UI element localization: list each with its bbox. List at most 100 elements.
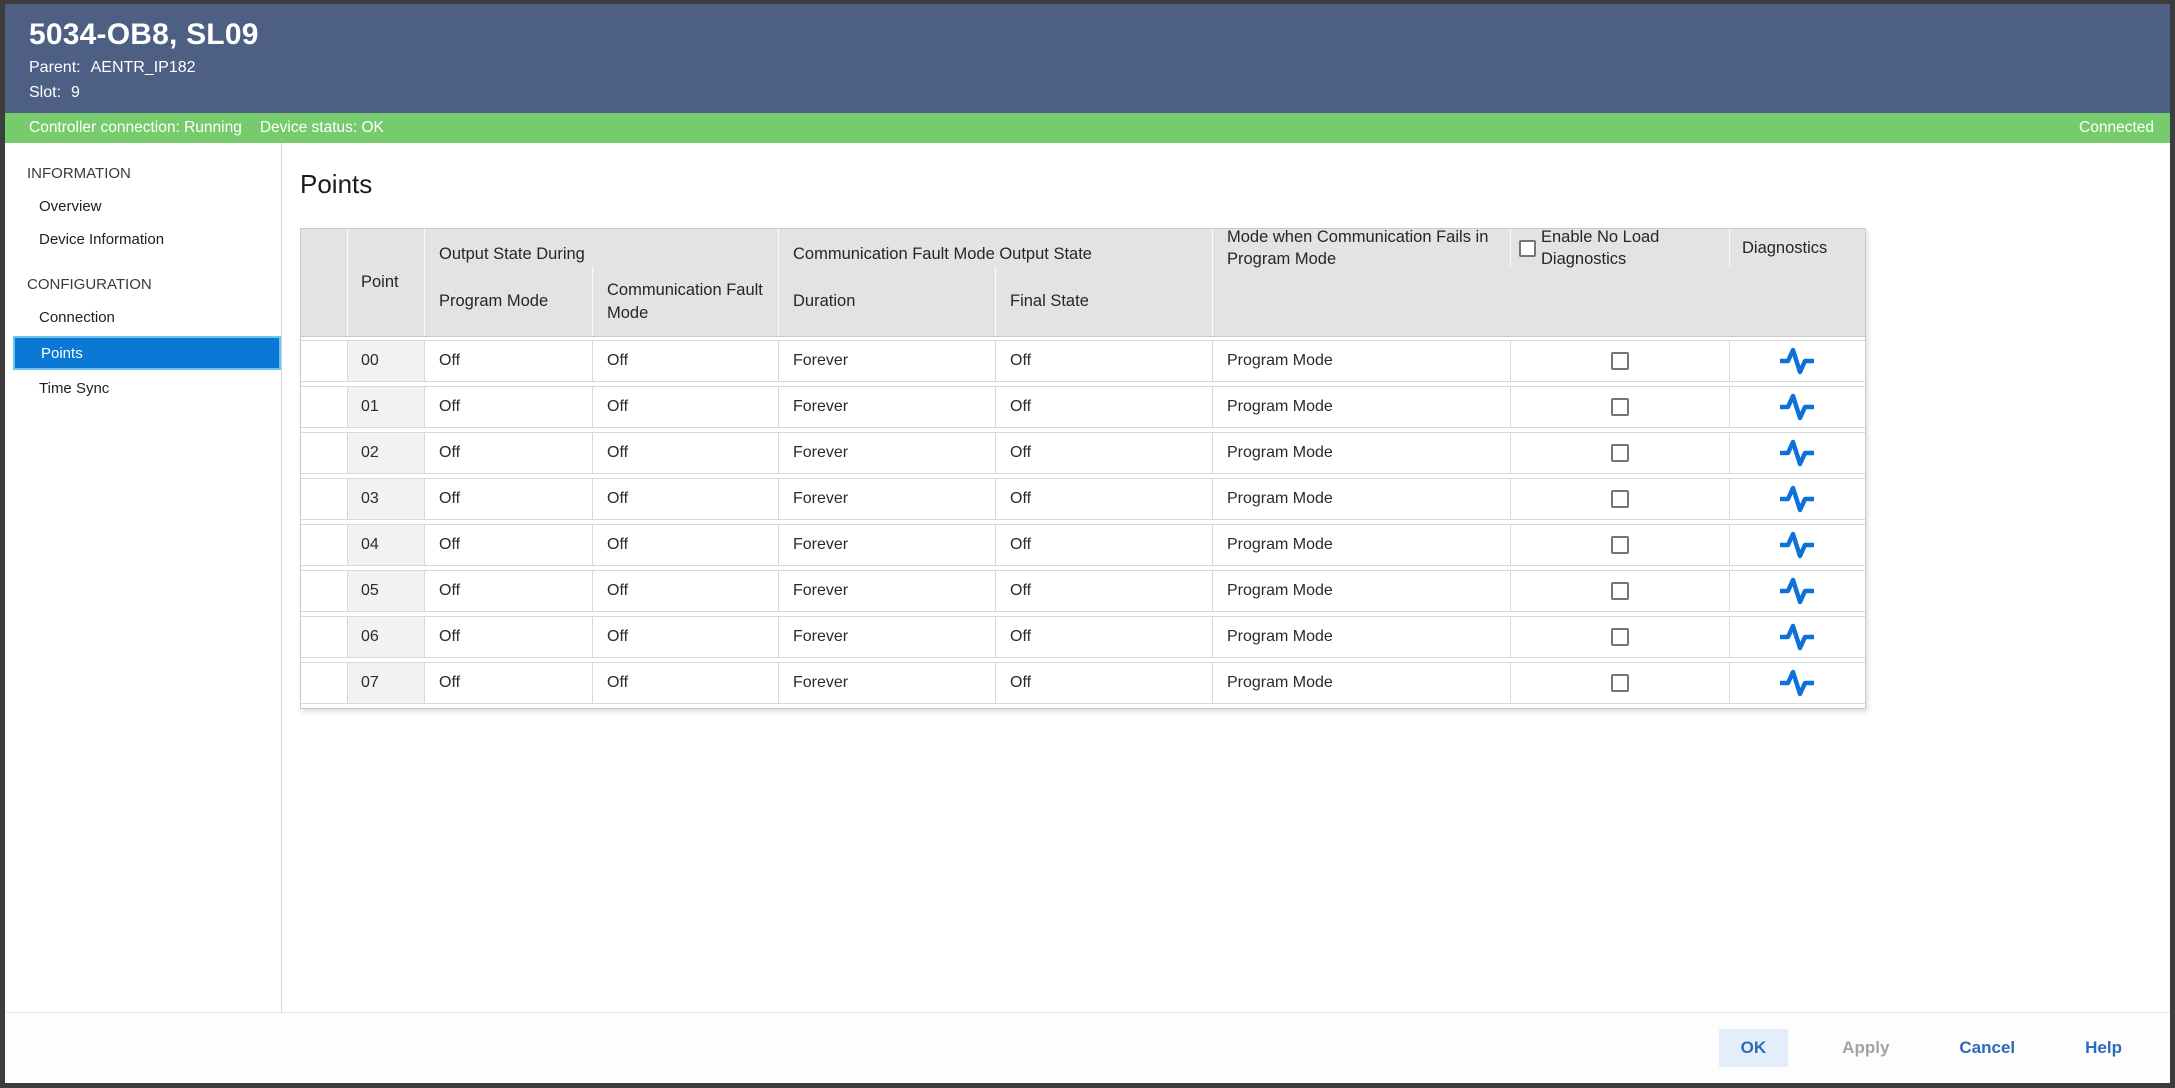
final-state-cell[interactable]: Off bbox=[996, 571, 1213, 611]
column-header-enable-no-load: Enable No Load Diagnostics bbox=[1511, 228, 1730, 268]
duration-cell[interactable]: Forever bbox=[779, 617, 996, 657]
no-load-checkbox[interactable] bbox=[1611, 536, 1629, 554]
final-state-cell[interactable]: Off bbox=[996, 341, 1213, 381]
table-row: 03 Off Off Forever Off Program Mode bbox=[301, 478, 1865, 520]
mode-when-comm-fails-cell[interactable]: Program Mode bbox=[1213, 663, 1511, 703]
slot-label: Slot: bbox=[29, 84, 62, 101]
mode-when-comm-fails-cell[interactable]: Program Mode bbox=[1213, 479, 1511, 519]
section-label-information: INFORMATION bbox=[27, 165, 131, 182]
point-cell: 01 bbox=[348, 387, 425, 427]
enable-no-load-all-checkbox[interactable] bbox=[1519, 239, 1536, 257]
table-row: 00 Off Off Forever Off Program Mode bbox=[301, 340, 1865, 382]
row-selector-cell[interactable] bbox=[301, 341, 348, 381]
point-cell: 02 bbox=[348, 433, 425, 473]
points-table-body: 00 Off Off Forever Off Program Mode 01 O… bbox=[301, 337, 1865, 708]
diagnostics-pulse-icon[interactable] bbox=[1778, 669, 1816, 697]
row-selector-cell[interactable] bbox=[301, 525, 348, 565]
no-load-checkbox[interactable] bbox=[1611, 352, 1629, 370]
final-state-cell[interactable]: Off bbox=[996, 433, 1213, 473]
device-status: Device status: OK bbox=[259, 119, 384, 136]
program-mode-cell[interactable]: Off bbox=[425, 387, 593, 427]
final-state-cell[interactable]: Off bbox=[996, 617, 1213, 657]
sidebar-section-configuration: CONFIGURATION Connection Points Time Syn… bbox=[5, 268, 281, 405]
comm-fault-mode-cell[interactable]: Off bbox=[593, 617, 779, 657]
row-selector-cell[interactable] bbox=[301, 387, 348, 427]
parent-value: AENTR_IP182 bbox=[90, 59, 196, 76]
comm-fault-mode-cell[interactable]: Off bbox=[593, 433, 779, 473]
diagnostics-pulse-icon[interactable] bbox=[1778, 623, 1816, 651]
no-load-checkbox[interactable] bbox=[1611, 444, 1629, 462]
duration-cell[interactable]: Forever bbox=[779, 571, 996, 611]
enable-no-load-cell bbox=[1511, 479, 1730, 519]
row-selector-cell[interactable] bbox=[301, 433, 348, 473]
duration-cell[interactable]: Forever bbox=[779, 663, 996, 703]
duration-cell[interactable]: Forever bbox=[779, 387, 996, 427]
no-load-checkbox[interactable] bbox=[1611, 582, 1629, 600]
enable-no-load-cell bbox=[1511, 617, 1730, 657]
no-load-checkbox[interactable] bbox=[1611, 398, 1629, 416]
ok-button[interactable]: OK bbox=[1718, 1029, 1789, 1067]
no-load-checkbox[interactable] bbox=[1611, 490, 1629, 508]
program-mode-cell[interactable]: Off bbox=[425, 571, 593, 611]
comm-fault-mode-cell[interactable]: Off bbox=[593, 525, 779, 565]
program-mode-cell[interactable]: Off bbox=[425, 663, 593, 703]
status-bar: Controller connection: Running Device st… bbox=[5, 113, 2170, 143]
no-load-checkbox[interactable] bbox=[1611, 674, 1629, 692]
duration-cell[interactable]: Forever bbox=[779, 341, 996, 381]
comm-fault-mode-cell[interactable]: Off bbox=[593, 571, 779, 611]
diagnostics-cell bbox=[1730, 479, 1863, 519]
mode-when-comm-fails-cell[interactable]: Program Mode bbox=[1213, 525, 1511, 565]
sidebar-item-points[interactable]: Points bbox=[13, 336, 281, 370]
final-state-cell[interactable]: Off bbox=[996, 525, 1213, 565]
comm-fault-mode-cell[interactable]: Off bbox=[593, 479, 779, 519]
diagnostics-pulse-icon[interactable] bbox=[1778, 439, 1816, 467]
group-header-comm-fault-output-state: Communication Fault Mode Output State bbox=[779, 229, 1213, 267]
connection-state: Connected bbox=[2079, 119, 2154, 136]
row-selector-cell[interactable] bbox=[301, 663, 348, 703]
diagnostics-cell bbox=[1730, 341, 1863, 381]
column-header-mode-when-comm-fails: Mode when Communication Fails in Program… bbox=[1213, 228, 1511, 268]
comm-fault-mode-cell[interactable]: Off bbox=[593, 341, 779, 381]
mode-when-comm-fails-cell[interactable]: Program Mode bbox=[1213, 571, 1511, 611]
row-selector-cell[interactable] bbox=[301, 479, 348, 519]
mode-when-comm-fails-cell[interactable]: Program Mode bbox=[1213, 387, 1511, 427]
mode-when-comm-fails-cell[interactable]: Program Mode bbox=[1213, 433, 1511, 473]
diagnostics-pulse-icon[interactable] bbox=[1778, 347, 1816, 375]
row-selector-cell[interactable] bbox=[301, 571, 348, 611]
diagnostics-pulse-icon[interactable] bbox=[1778, 393, 1816, 421]
program-mode-cell[interactable]: Off bbox=[425, 617, 593, 657]
table-row: 06 Off Off Forever Off Program Mode bbox=[301, 616, 1865, 658]
sidebar-item-device-information[interactable]: Device Information bbox=[39, 231, 165, 248]
apply-button[interactable]: Apply bbox=[1826, 1029, 1905, 1067]
cancel-button[interactable]: Cancel bbox=[1943, 1029, 2031, 1067]
duration-cell[interactable]: Forever bbox=[779, 525, 996, 565]
final-state-cell[interactable]: Off bbox=[996, 479, 1213, 519]
no-load-checkbox[interactable] bbox=[1611, 628, 1629, 646]
point-cell: 05 bbox=[348, 571, 425, 611]
diagnostics-pulse-icon[interactable] bbox=[1778, 577, 1816, 605]
diagnostics-cell bbox=[1730, 617, 1863, 657]
program-mode-cell[interactable]: Off bbox=[425, 525, 593, 565]
sidebar-item-connection[interactable]: Connection bbox=[39, 309, 115, 326]
sidebar-item-overview[interactable]: Overview bbox=[39, 198, 102, 215]
column-header-comm-fault-mode: Communication Fault Mode bbox=[593, 267, 779, 336]
sidebar-item-time-sync[interactable]: Time Sync bbox=[39, 380, 110, 397]
final-state-cell[interactable]: Off bbox=[996, 387, 1213, 427]
duration-cell[interactable]: Forever bbox=[779, 479, 996, 519]
duration-cell[interactable]: Forever bbox=[779, 433, 996, 473]
diagnostics-pulse-icon[interactable] bbox=[1778, 485, 1816, 513]
comm-fault-mode-cell[interactable]: Off bbox=[593, 663, 779, 703]
comm-fault-mode-cell[interactable]: Off bbox=[593, 387, 779, 427]
final-state-cell[interactable]: Off bbox=[996, 663, 1213, 703]
program-mode-cell[interactable]: Off bbox=[425, 341, 593, 381]
slot-row: Slot: 9 bbox=[29, 84, 2146, 102]
mode-when-comm-fails-cell[interactable]: Program Mode bbox=[1213, 341, 1511, 381]
diagnostics-pulse-icon[interactable] bbox=[1778, 531, 1816, 559]
program-mode-cell[interactable]: Off bbox=[425, 479, 593, 519]
row-selector-cell[interactable] bbox=[301, 617, 348, 657]
help-button[interactable]: Help bbox=[2069, 1029, 2138, 1067]
module-title: 5034-OB8, SL09 bbox=[29, 18, 259, 51]
mode-when-comm-fails-cell[interactable]: Program Mode bbox=[1213, 617, 1511, 657]
program-mode-cell[interactable]: Off bbox=[425, 433, 593, 473]
enable-no-load-cell bbox=[1511, 341, 1730, 381]
